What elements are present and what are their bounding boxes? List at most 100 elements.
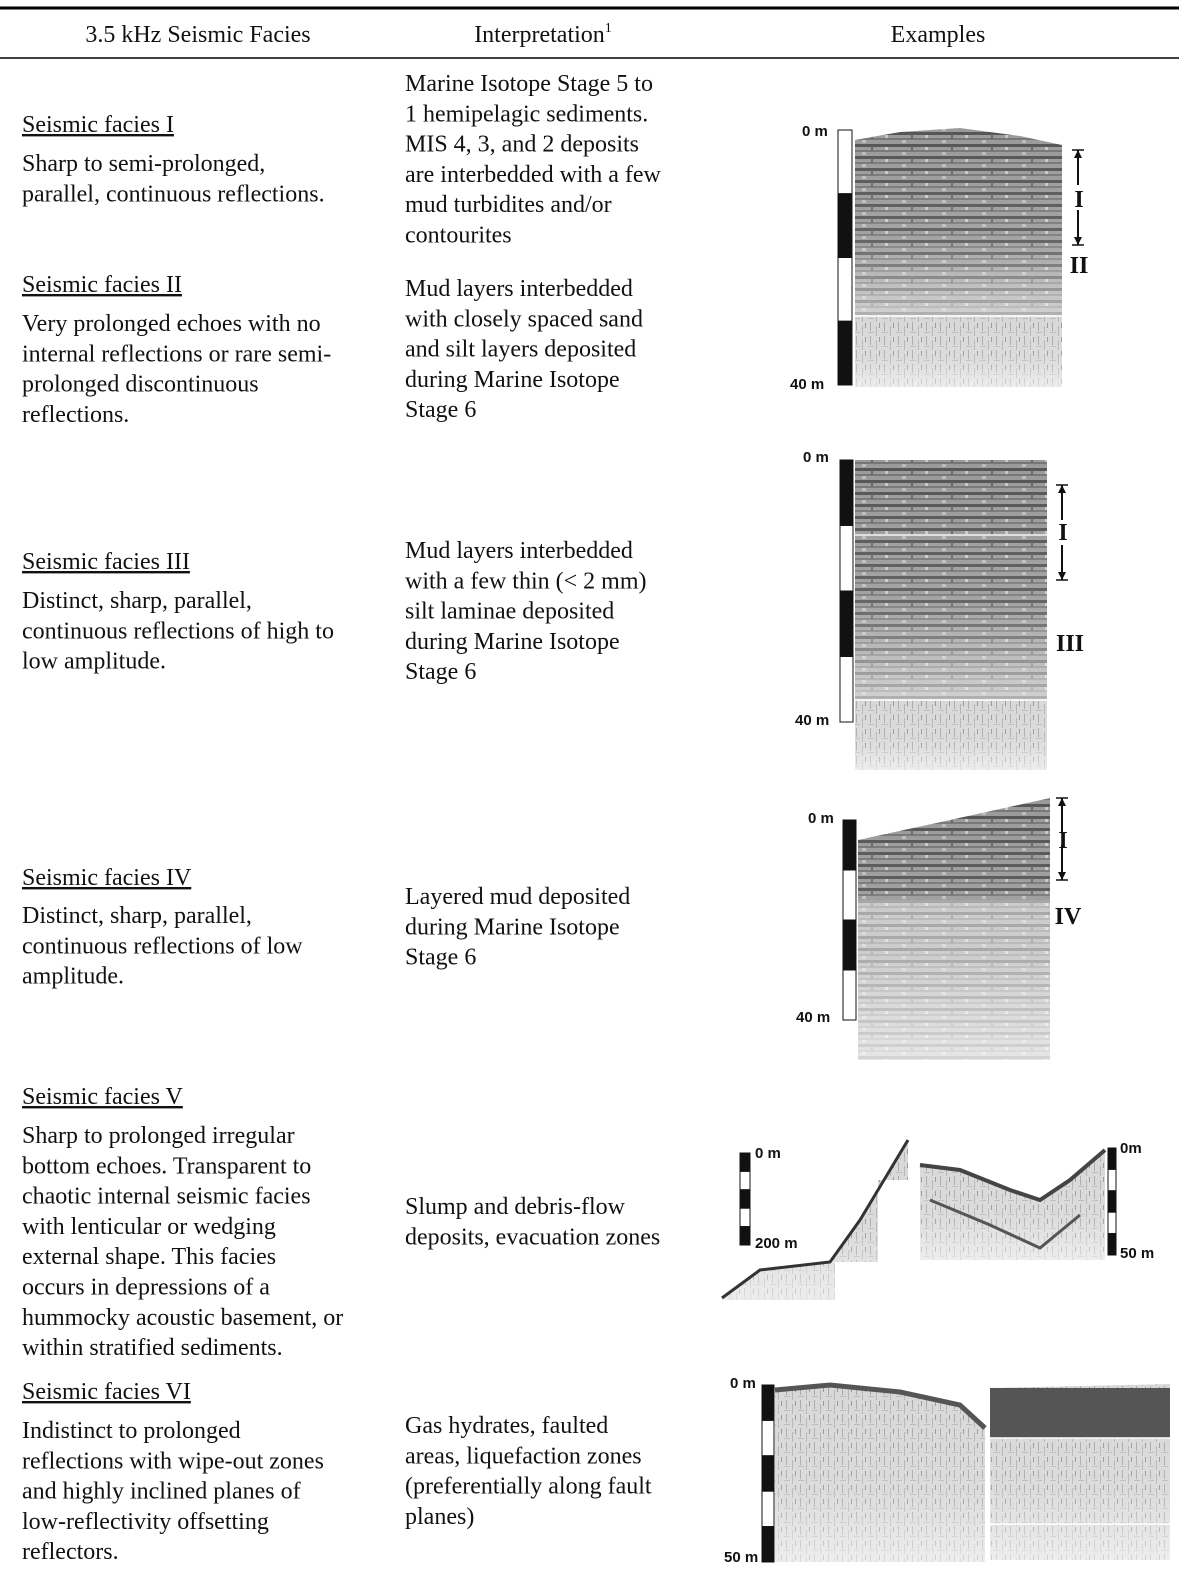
- facies-description: reflections.: [22, 402, 129, 428]
- column-header: 3.5 kHz Seismic Facies: [85, 22, 310, 48]
- seismic-fade: [855, 460, 1047, 700]
- scale-bar: [740, 1153, 750, 1171]
- arrow-head: [1058, 872, 1066, 880]
- interpretation: Marine Isotope Stage 5 to: [405, 71, 653, 97]
- scale-bar: [1108, 1169, 1116, 1190]
- scale-label: 200 m: [755, 1235, 798, 1252]
- interpretation: Stage 6: [405, 659, 476, 685]
- seismic-band: [990, 1388, 1170, 1438]
- interpretation: Stage 6: [405, 397, 476, 423]
- arrow-head: [1074, 237, 1082, 245]
- interpretation: with closely spaced sand: [405, 306, 643, 332]
- scale-bar: [740, 1190, 750, 1208]
- scale-bar: [1108, 1234, 1116, 1255]
- scale-label: 50 m: [724, 1549, 758, 1566]
- interpretation: deposits, evacuation zones: [405, 1224, 660, 1250]
- interpretation: 1 hemipelagic sediments.: [405, 101, 648, 127]
- interpretation: with a few thin (< 2 mm): [405, 568, 647, 594]
- scale-bar: [840, 657, 853, 723]
- interpretation: silt laminae deposited: [405, 599, 614, 625]
- facies-label: I: [1074, 187, 1083, 213]
- facies-title: Seismic facies III: [22, 549, 190, 575]
- scale-label: 0 m: [755, 1145, 781, 1162]
- interpretation: planes): [405, 1504, 474, 1530]
- facies-description: parallel, continuous reflections.: [22, 181, 325, 207]
- scale-label: 0 m: [808, 810, 834, 827]
- scale-bar: [740, 1171, 750, 1189]
- interpretation: Layered mud deposited: [405, 884, 630, 910]
- scale-label: 0 m: [730, 1375, 756, 1392]
- facies-label: IV: [1055, 904, 1082, 930]
- interpretation: contourites: [405, 223, 512, 249]
- facies-description: within stratified sediments.: [22, 1335, 283, 1361]
- interpretation: (preferentially along fault: [405, 1474, 652, 1500]
- scale-label: 50 m: [1120, 1245, 1154, 1262]
- facies-description: external shape. This facies: [22, 1244, 276, 1270]
- scale-label: 0m: [1120, 1140, 1142, 1157]
- scale-bar: [740, 1227, 750, 1245]
- scale-bar: [843, 820, 856, 870]
- interpretation: MIS 4, 3, and 2 deposits: [405, 132, 639, 158]
- footnote-mark: 1: [605, 21, 612, 36]
- facies-description: hummocky acoustic basement, or: [22, 1305, 343, 1331]
- scale-bar: [843, 870, 856, 920]
- arrow-head: [1058, 485, 1066, 493]
- scale-bar: [762, 1420, 774, 1455]
- arrow-head: [1058, 572, 1066, 580]
- interpretation: Mud layers interbedded: [405, 538, 633, 564]
- interpretation: and silt layers deposited: [405, 337, 636, 363]
- interpretation: Gas hydrates, faulted: [405, 1413, 608, 1439]
- scale-bar: [740, 1208, 750, 1226]
- facies-label: I: [1058, 520, 1067, 546]
- facies-description: low amplitude.: [22, 649, 166, 675]
- facies-description: reflectors.: [22, 1539, 119, 1565]
- column-header: Interpretation1: [474, 21, 612, 48]
- seismic-fade: [775, 1385, 985, 1562]
- scale-bar: [838, 321, 852, 385]
- seismic-fade: [855, 316, 1062, 387]
- scale-bar: [762, 1385, 774, 1420]
- facies-description: Distinct, sharp, parallel,: [22, 588, 252, 614]
- scale-bar: [840, 460, 853, 526]
- seismic-fade: [855, 128, 1062, 316]
- scale-bar: [1108, 1191, 1116, 1212]
- interpretation: during Marine Isotope: [405, 629, 620, 655]
- facies-label: I: [1058, 828, 1067, 854]
- facies-description: reflections with wipe-out zones: [22, 1448, 324, 1474]
- facies-description: continuous reflections of low: [22, 933, 303, 959]
- scale-bar: [762, 1491, 774, 1526]
- facies-description: continuous reflections of high to: [22, 618, 334, 644]
- facies-label: II: [1070, 253, 1089, 279]
- interpretation: during Marine Isotope: [405, 914, 620, 940]
- facies-title: Seismic facies VI: [22, 1379, 191, 1405]
- arrow-head: [1058, 798, 1066, 806]
- scale-bar: [838, 194, 852, 258]
- scale-bar: [843, 920, 856, 970]
- scale-label: 40 m: [796, 1009, 830, 1026]
- scale-bar: [838, 258, 852, 322]
- scale-bar: [840, 591, 853, 657]
- column-header: Examples: [891, 22, 986, 48]
- scale-bar: [843, 970, 856, 1020]
- arrow-head: [1074, 150, 1082, 158]
- scale-label: 0 m: [802, 123, 828, 140]
- facies-description: with lenticular or wedging: [22, 1214, 276, 1240]
- facies-description: bottom echoes. Transparent to: [22, 1153, 311, 1179]
- seismic-fade: [855, 700, 1047, 770]
- facies-description: low-reflectivity offsetting: [22, 1509, 269, 1535]
- seismic-fade: [858, 900, 1050, 1060]
- facies-title: Seismic facies II: [22, 272, 182, 298]
- facies-description: amplitude.: [22, 964, 124, 990]
- facies-description: internal reflections or rare semi-: [22, 341, 331, 367]
- facies-title: Seismic facies V: [22, 1084, 184, 1110]
- column-header: Interpretation: [474, 22, 605, 48]
- scale-bar: [838, 130, 852, 194]
- scale-bar: [1108, 1212, 1116, 1233]
- interpretation: Mud layers interbedded: [405, 276, 633, 302]
- facies-description: Very prolonged echoes with no: [22, 311, 321, 337]
- facies-description: Sharp to prolonged irregular: [22, 1123, 295, 1149]
- scale-bar: [1108, 1148, 1116, 1169]
- scale-bar: [762, 1456, 774, 1491]
- scale-bar: [840, 526, 853, 592]
- interpretation: Slump and debris-flow: [405, 1194, 626, 1220]
